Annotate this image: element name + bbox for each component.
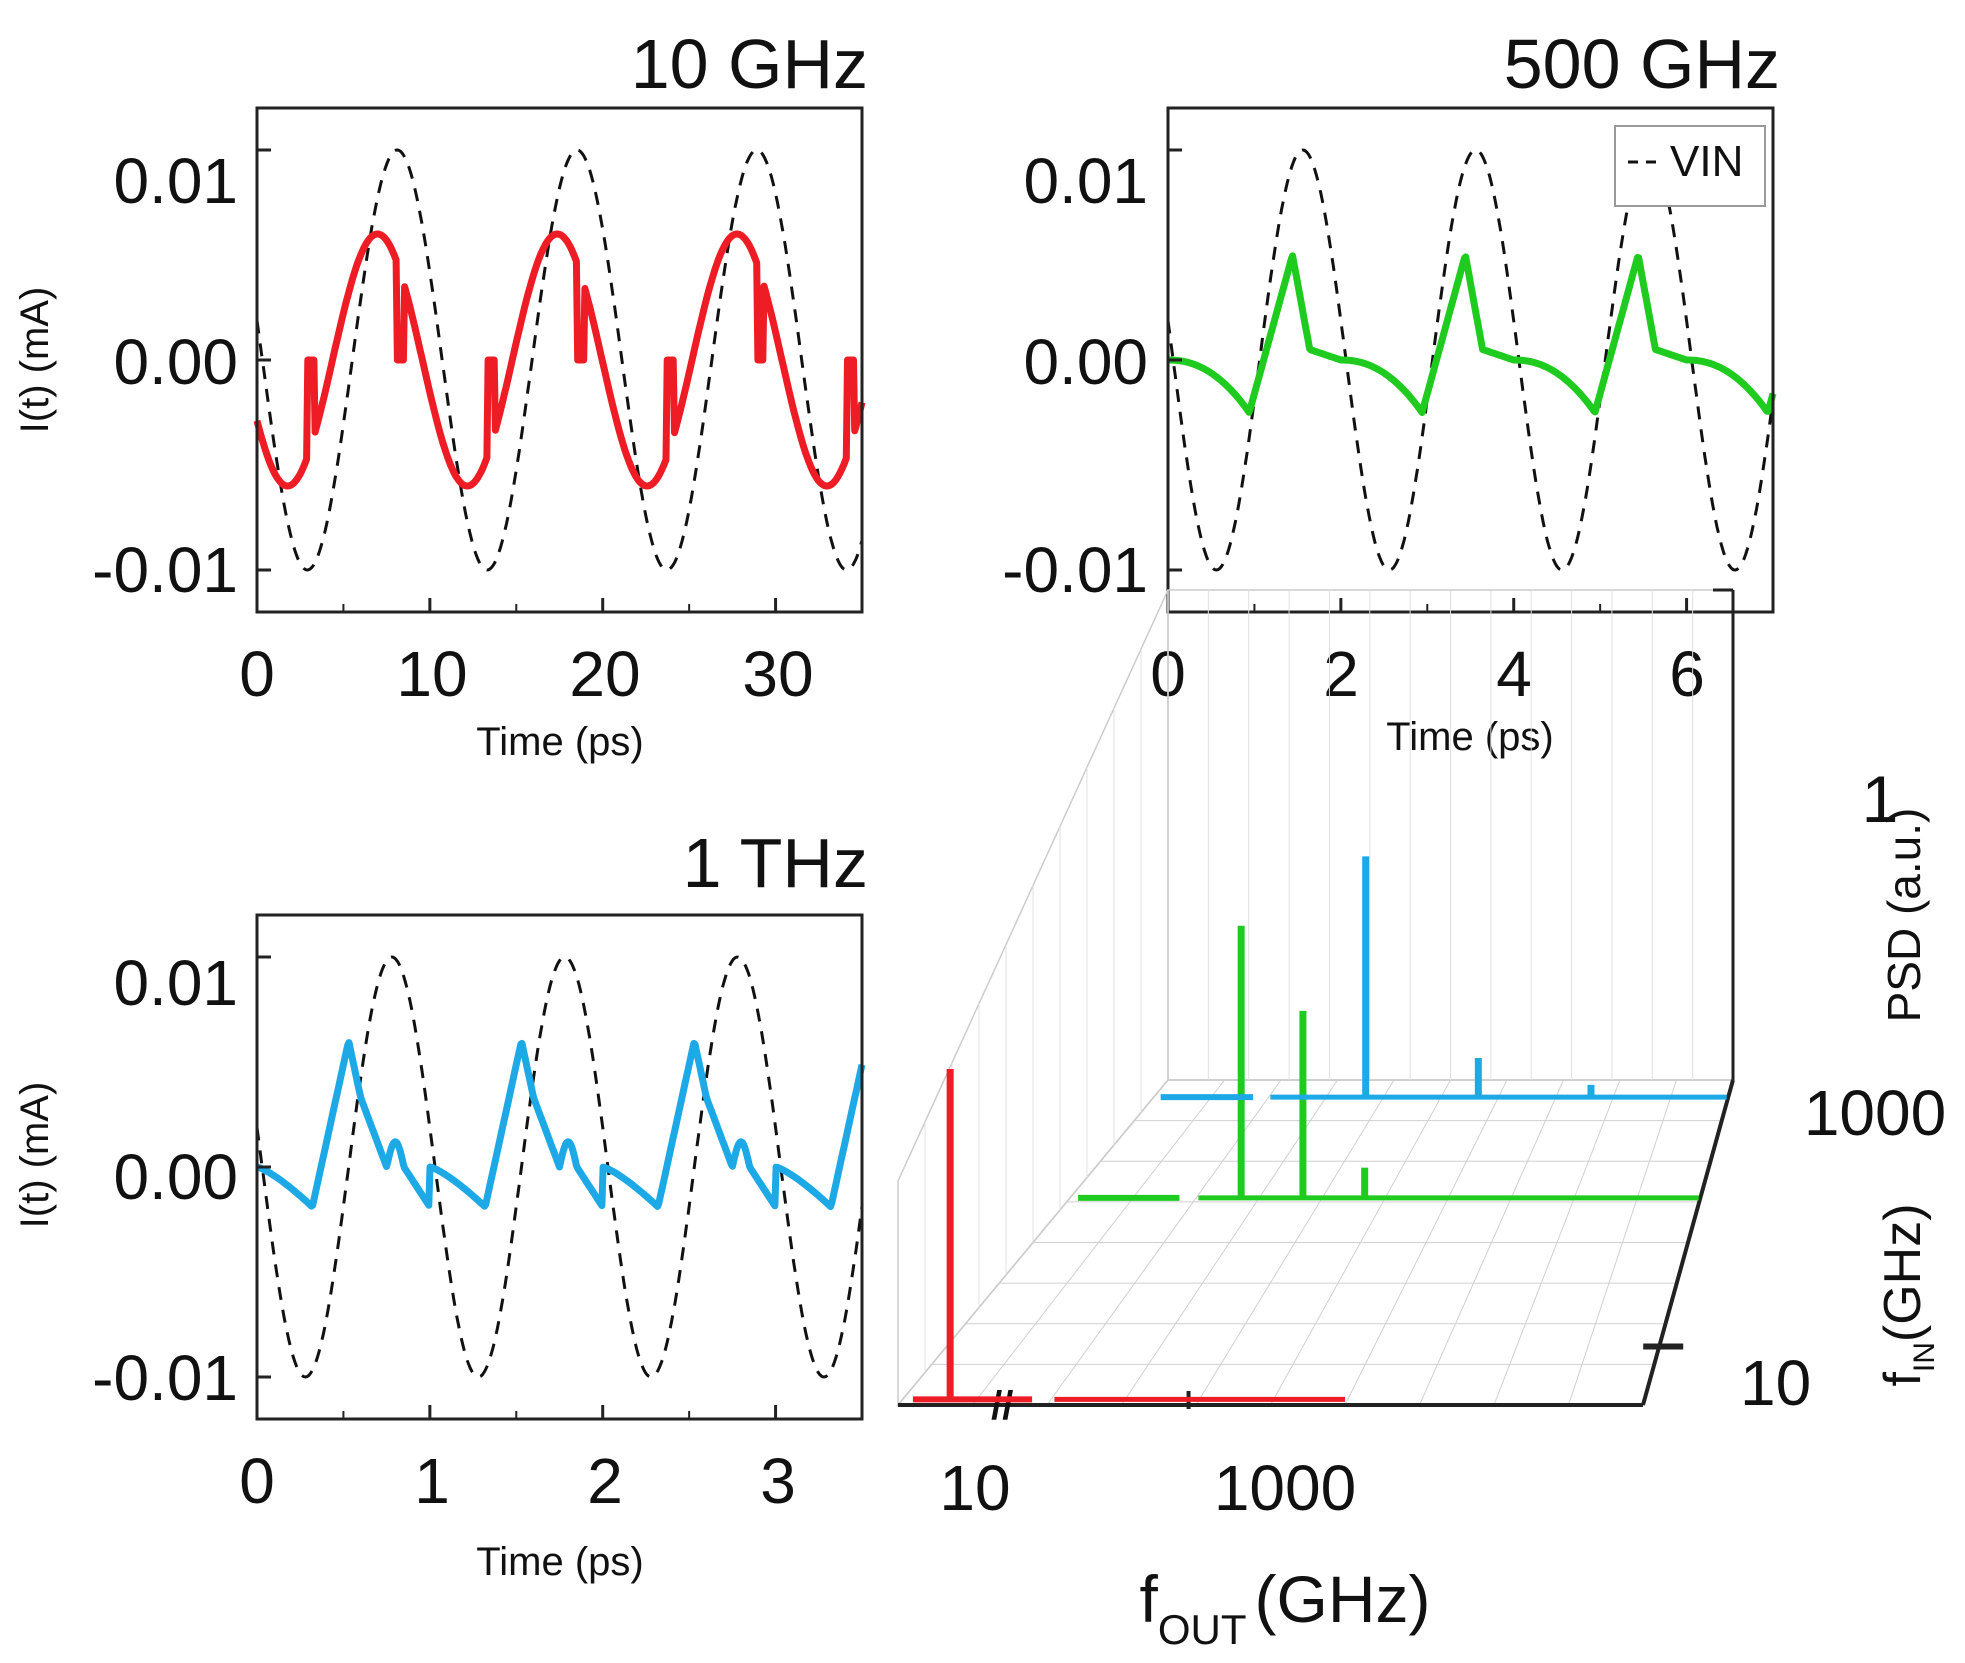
x-axis-title-unit: (GHz) [1255,1562,1431,1636]
vin-dashed-line [255,955,864,1379]
legend: VIN [1614,125,1766,207]
x-tick-label: 10 [396,638,467,710]
y-tick-label: 0.01 [113,947,238,1019]
svg-text:fIN(GHz): fIN(GHz) [1874,1203,1941,1386]
panel-title: 1 THz [683,824,868,902]
x-tick-label: 4 [1496,638,1532,710]
x-axis-title: fOUT (GHz) [1140,1562,1431,1653]
y-tick-label: 0.00 [113,326,238,398]
x-tick-label: 0 [239,638,275,710]
plot-area [254,913,866,1421]
y-axis-title: PSD (a.u.) [1878,808,1930,1023]
x-tick-label: 10 [939,1452,1010,1524]
legend-box [1614,125,1766,207]
current-line [254,1039,866,1211]
y-tick-label: -0.01 [1002,534,1148,606]
x-tick-label: 2 [587,1445,623,1517]
fin-axis [1641,1079,1735,1406]
x-axis-title-main: f [1140,1562,1159,1636]
y-axis-title: I(t) (mA) [13,1082,57,1229]
z-axis-title-sub: IN [1908,1342,1941,1372]
y-tick-label: 0.01 [1023,145,1148,217]
x-tick-label: 1000 [1214,1452,1356,1524]
x-tick-label: 2 [1323,638,1359,710]
panel-title: 10 GHz [631,25,868,103]
vin-dashed-line [255,148,864,572]
plot-area [1165,106,1777,614]
x-tick-label: 20 [569,638,640,710]
y-tick-label: 0.00 [1023,326,1148,398]
panel-title: 500 GHz [1504,25,1780,103]
psd-tick-label: 1 [1862,762,1899,836]
panel-1thz: 1 THz I(t) (mA) Time (ps) 0.01 0.00 -0.0… [13,824,868,1584]
y-axis-title: I(t) (mA) [13,287,57,434]
x-tick-label: 3 [760,1445,796,1517]
x-axis-title: Time (ps) [476,720,643,764]
z-axis-title: fIN(GHz) [1874,1203,1941,1386]
panel-10ghz: 10 GHz I(t) (mA) Time (ps) 0.01 0.00 -0.… [13,25,868,764]
z-tick-label: 1000 [1804,1077,1946,1149]
y-tick-label: 0.00 [113,1141,238,1213]
z-axis-title-unit: (GHz) [1874,1203,1932,1342]
x-axis-title-sub: OUT [1158,1606,1247,1653]
x-tick-label: 6 [1669,638,1705,710]
y-tick-label: -0.01 [92,534,238,606]
legend-label-vin: VIN [1670,137,1743,186]
x-tick-label: 1 [414,1445,450,1517]
y-tick-label: 0.01 [113,145,238,217]
z-axis-title-main: f [1874,1372,1932,1387]
waterfall-area: // [896,588,1735,1428]
panel-500ghz: 500 GHz Time (ps) 0.01 0.00 -0.01 0 2 4 … [1002,25,1780,759]
panel-3d-psd: // 10 1000 1 1000 10 PSD (a.u.) fIN(GHz)… [896,588,1946,1653]
current-line [1165,252,1777,416]
x-tick-label: 0 [239,1445,275,1517]
y-tick-label: -0.01 [92,1342,238,1414]
x-axis-title: Time (ps) [1386,715,1553,759]
z-tick-label: 10 [1740,1347,1811,1419]
x-tick-label: 30 [742,638,813,710]
vin-dashed-line [1166,148,1775,572]
current-line [253,230,866,490]
side-wall [897,589,1169,1408]
plot-area [253,106,866,614]
axis-break-mark: // [991,1384,1013,1428]
x-axis-title: Time (ps) [476,1540,643,1584]
